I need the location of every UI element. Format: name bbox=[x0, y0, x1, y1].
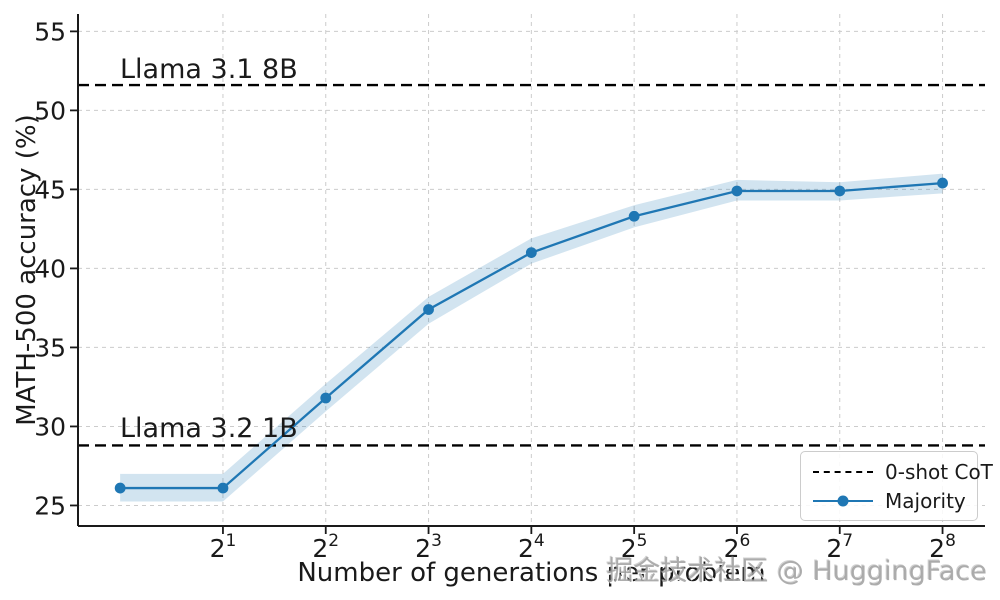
svg-text:26: 26 bbox=[724, 531, 751, 563]
svg-text:22: 22 bbox=[312, 531, 339, 563]
x-axis-label: Number of generations per problem bbox=[297, 558, 766, 588]
svg-text:23: 23 bbox=[415, 531, 442, 563]
svg-text:27: 27 bbox=[826, 531, 853, 563]
line-marker-icon bbox=[813, 495, 873, 507]
legend-label: 0-shot CoT bbox=[885, 459, 993, 484]
svg-text:30: 30 bbox=[34, 412, 66, 441]
svg-text:21: 21 bbox=[210, 531, 237, 563]
svg-text:50: 50 bbox=[34, 96, 66, 125]
svg-text:45: 45 bbox=[34, 175, 66, 204]
dashed-line-icon bbox=[813, 466, 873, 478]
legend: 0-shot CoT Majority bbox=[800, 451, 993, 521]
circle-marker bbox=[837, 495, 849, 507]
y-axis-label: MATH-500 accuracy (%) bbox=[12, 114, 42, 426]
legend-item-0shot-cot: 0-shot CoT bbox=[813, 459, 993, 484]
svg-text:55: 55 bbox=[34, 17, 66, 46]
dashed-line-stroke bbox=[813, 470, 873, 473]
svg-text:25: 25 bbox=[34, 491, 66, 520]
legend-label: Majority bbox=[885, 488, 966, 513]
watermark: 掘金技术社区 @ HuggingFace bbox=[606, 556, 987, 587]
svg-text:28: 28 bbox=[929, 531, 956, 563]
annotation-llama-3-1-8b: Llama 3.1 8B bbox=[120, 54, 298, 85]
annotation-llama-3-2-1b: Llama 3.2 1B bbox=[120, 413, 298, 444]
legend-item-majority: Majority bbox=[813, 488, 967, 513]
svg-text:35: 35 bbox=[34, 333, 66, 362]
svg-text:24: 24 bbox=[518, 531, 545, 563]
svg-text:25: 25 bbox=[621, 531, 648, 563]
svg-text:40: 40 bbox=[34, 254, 66, 283]
